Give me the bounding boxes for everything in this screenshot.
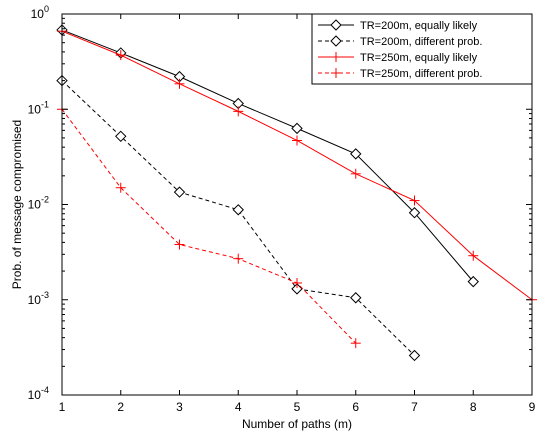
- legend-entry: TR=250m, different prob.: [318, 68, 482, 80]
- legend-label: TR=250m, different prob.: [360, 68, 482, 80]
- y-tick-exponent: 0: [44, 4, 49, 14]
- data-point-diamond: [408, 207, 421, 219]
- data-point-plus: [233, 106, 244, 117]
- y-tick-label: 10-1: [28, 99, 49, 116]
- x-tick-label: 4: [235, 400, 242, 414]
- data-point-plus: [468, 250, 479, 261]
- x-tick-label: 3: [176, 400, 183, 414]
- y-tick-exponent: -3: [41, 290, 49, 300]
- series-layer: [56, 24, 537, 362]
- legend-box: [311, 13, 533, 85]
- y-tick-label: 10-4: [28, 385, 49, 402]
- series-2: [56, 74, 421, 362]
- x-tick-label: 9: [529, 400, 536, 414]
- series-line: [61, 29, 474, 282]
- x-tick-label: 2: [117, 400, 124, 414]
- data-point-diamond: [232, 204, 244, 216]
- data-point-diamond: [350, 148, 362, 160]
- legend-label: TR=250m, equally likely: [360, 52, 478, 64]
- data-point-diamond: [350, 292, 362, 304]
- data-point-plus: [174, 239, 185, 250]
- data-point-diamond: [330, 19, 342, 31]
- y-tick-exponent: -4: [41, 385, 49, 395]
- data-point-diamond: [408, 349, 421, 362]
- legend-entry: TR=250m, equally likely: [318, 52, 478, 64]
- data-point-diamond: [173, 186, 186, 198]
- data-point-plus: [233, 253, 244, 264]
- data-point-plus: [331, 68, 341, 78]
- legend: TR=200m, equally likely TR=200m, differen…: [311, 13, 533, 85]
- data-point-diamond: [467, 275, 479, 288]
- x-tick-label: 7: [411, 400, 418, 414]
- legend-entry: TR=200m, equally likely: [318, 19, 478, 32]
- y-axis-label: Prob. of message compromised: [10, 120, 24, 289]
- series-line: [61, 80, 415, 356]
- x-tick-label: 5: [294, 400, 301, 414]
- legend-label: TR=200m, equally likely: [360, 20, 478, 32]
- y-tick-label: 10-3: [28, 290, 49, 307]
- data-point-diamond: [291, 283, 303, 295]
- data-point-plus: [115, 50, 126, 61]
- tick-layer: 1 2 3 4 5 6 7 8 9 10-4 10-3 10-2 10-1 100: [28, 4, 536, 414]
- data-point-plus: [409, 195, 420, 206]
- data-point-diamond: [291, 122, 303, 135]
- y-tick-exponent: -2: [41, 195, 49, 205]
- data-point-plus: [350, 338, 361, 349]
- data-point-plus: [115, 182, 126, 193]
- x-tick-label: 1: [59, 400, 66, 414]
- data-point-plus: [350, 168, 361, 179]
- x-tick-label: 6: [352, 400, 359, 414]
- series-4: [57, 104, 361, 349]
- y-tick-label: 100: [31, 4, 49, 21]
- data-point-diamond: [330, 35, 342, 47]
- y-tick-exponent: -1: [41, 99, 49, 109]
- data-point-plus: [292, 135, 302, 146]
- x-axis-label: Number of paths (m): [242, 417, 352, 431]
- data-point-plus: [331, 52, 341, 62]
- data-point-plus: [174, 78, 185, 89]
- y-tick-label: 10-2: [28, 195, 49, 212]
- x-tick-label: 8: [470, 400, 477, 414]
- series-line: [61, 108, 357, 344]
- data-point-diamond: [115, 130, 127, 143]
- legend-entry: TR=200m, different prob.: [318, 35, 482, 48]
- data-point-plus: [292, 277, 302, 288]
- legend-label: TR=200m, different prob.: [360, 36, 482, 48]
